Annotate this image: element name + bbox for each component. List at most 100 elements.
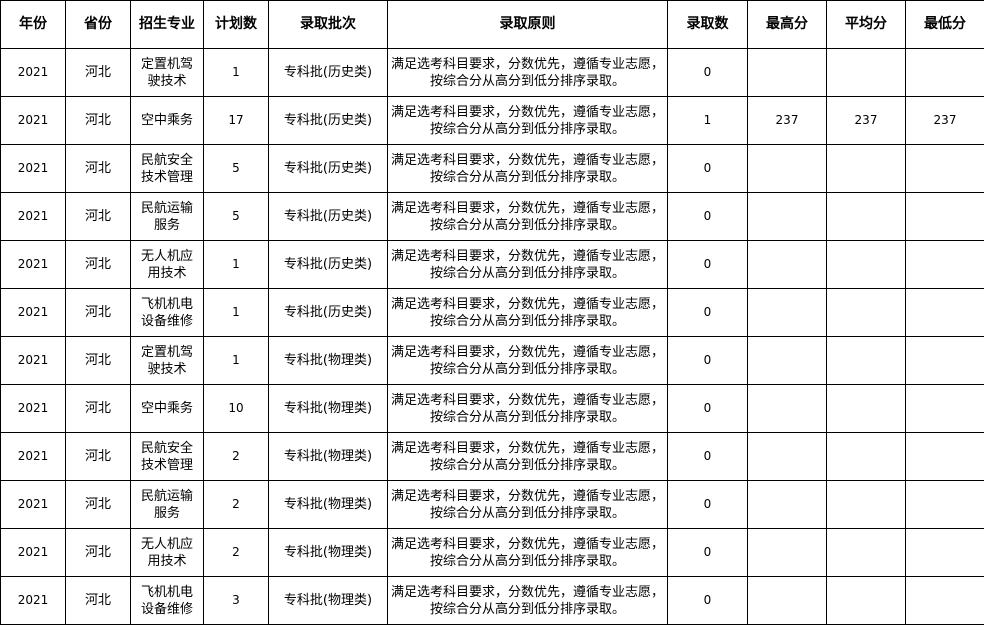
cell-batch: 专科批(历史类) — [268, 240, 388, 289]
cell-year: 2021 — [0, 192, 66, 241]
cell-plan: 5 — [203, 144, 269, 193]
table-body: 2021 河北 定置机驾驶技术 1 专科批(历史类) 满足选考科目要求，分数优先，遵循专业… — [0, 48, 984, 625]
cell-avg — [826, 432, 906, 481]
cell-rule: 满足选考科目要求，分数优先，遵循专业志愿，按综合分从高分到低分排序录取。 — [387, 192, 668, 241]
cell-major: 飞机机电设备维修 — [130, 576, 204, 625]
cell-admitted: 0 — [667, 480, 748, 529]
cell-province: 河北 — [65, 192, 131, 241]
cell-min — [905, 528, 984, 577]
cell-major: 民航运输服务 — [130, 480, 204, 529]
cell-plan: 1 — [203, 336, 269, 385]
header-avg: 平均分 — [826, 0, 906, 49]
cell-plan: 10 — [203, 384, 269, 433]
cell-rule: 满足选考科目要求，分数优先，遵循专业志愿，按综合分从高分到低分排序录取。 — [387, 144, 668, 193]
cell-plan: 3 — [203, 576, 269, 625]
cell-avg — [826, 528, 906, 577]
cell-batch: 专科批(物理类) — [268, 336, 388, 385]
table-row: 2021 河北 空中乘务 10 专科批(物理类) 满足选考科目要求，分数优先，遵循专业志愿… — [0, 384, 984, 433]
cell-batch: 专科批(物理类) — [268, 432, 388, 481]
cell-min — [905, 384, 984, 433]
header-admitted: 录取数 — [667, 0, 748, 49]
cell-plan: 1 — [203, 288, 269, 337]
cell-max — [747, 432, 827, 481]
cell-min — [905, 48, 984, 97]
cell-rule: 满足选考科目要求，分数优先，遵循专业志愿，按综合分从高分到低分排序录取。 — [387, 336, 668, 385]
cell-province: 河北 — [65, 144, 131, 193]
cell-year: 2021 — [0, 48, 66, 97]
cell-rule: 满足选考科目要求，分数优先，遵循专业志愿，按综合分从高分到低分排序录取。 — [387, 432, 668, 481]
cell-admitted: 0 — [667, 192, 748, 241]
cell-province: 河北 — [65, 336, 131, 385]
cell-province: 河北 — [65, 480, 131, 529]
table-row: 2021 河北 空中乘务 17 专科批(历史类) 满足选考科目要求，分数优先，遵循专业志愿… — [0, 96, 984, 145]
cell-min — [905, 288, 984, 337]
cell-year: 2021 — [0, 240, 66, 289]
table-row: 2021 河北 无人机应用技术 2 专科批(物理类) 满足选考科目要求，分数优先，遵循专业… — [0, 528, 984, 577]
cell-major: 空中乘务 — [130, 384, 204, 433]
cell-avg — [826, 240, 906, 289]
cell-province: 河北 — [65, 576, 131, 625]
cell-admitted: 0 — [667, 384, 748, 433]
cell-max — [747, 576, 827, 625]
cell-province: 河北 — [65, 528, 131, 577]
cell-batch: 专科批(物理类) — [268, 576, 388, 625]
cell-avg — [826, 336, 906, 385]
cell-plan: 17 — [203, 96, 269, 145]
header-max: 最高分 — [747, 0, 827, 49]
cell-batch: 专科批(物理类) — [268, 384, 388, 433]
cell-avg — [826, 384, 906, 433]
header-major: 招生专业 — [130, 0, 204, 49]
table-row: 2021 河北 民航安全技术管理 2 专科批(物理类) 满足选考科目要求，分数优先，遵循专… — [0, 432, 984, 481]
cell-batch: 专科批(历史类) — [268, 144, 388, 193]
cell-batch: 专科批(历史类) — [268, 96, 388, 145]
table-row: 2021 河北 无人机应用技术 1 专科批(历史类) 满足选考科目要求，分数优先，遵循专业… — [0, 240, 984, 289]
cell-province: 河北 — [65, 432, 131, 481]
cell-avg — [826, 192, 906, 241]
cell-major: 无人机应用技术 — [130, 528, 204, 577]
cell-plan: 2 — [203, 432, 269, 481]
cell-admitted: 0 — [667, 576, 748, 625]
cell-rule: 满足选考科目要求，分数优先，遵循专业志愿，按综合分从高分到低分排序录取。 — [387, 384, 668, 433]
cell-major: 民航安全技术管理 — [130, 432, 204, 481]
cell-year: 2021 — [0, 144, 66, 193]
cell-major: 定置机驾驶技术 — [130, 48, 204, 97]
cell-max — [747, 480, 827, 529]
cell-rule: 满足选考科目要求，分数优先，遵循专业志愿，按综合分从高分到低分排序录取。 — [387, 48, 668, 97]
cell-year: 2021 — [0, 528, 66, 577]
cell-province: 河北 — [65, 240, 131, 289]
cell-admitted: 0 — [667, 432, 748, 481]
cell-province: 河北 — [65, 384, 131, 433]
cell-major: 飞机机电设备维修 — [130, 288, 204, 337]
cell-plan: 1 — [203, 240, 269, 289]
cell-avg — [826, 576, 906, 625]
cell-year: 2021 — [0, 384, 66, 433]
cell-min — [905, 480, 984, 529]
cell-plan: 1 — [203, 48, 269, 97]
cell-admitted: 0 — [667, 288, 748, 337]
cell-batch: 专科批(历史类) — [268, 192, 388, 241]
header-min: 最低分 — [905, 0, 984, 49]
cell-year: 2021 — [0, 336, 66, 385]
cell-min — [905, 240, 984, 289]
header-plan: 计划数 — [203, 0, 269, 49]
cell-admitted: 0 — [667, 144, 748, 193]
cell-max — [747, 192, 827, 241]
cell-avg — [826, 288, 906, 337]
cell-min — [905, 336, 984, 385]
table-row: 2021 河北 定置机驾驶技术 1 专科批(历史类) 满足选考科目要求，分数优先，遵循专业… — [0, 48, 984, 97]
table-row: 2021 河北 民航运输服务 5 专科批(历史类) 满足选考科目要求，分数优先，遵循专业志… — [0, 192, 984, 241]
cell-admitted: 0 — [667, 528, 748, 577]
cell-admitted: 0 — [667, 336, 748, 385]
cell-max: 237 — [747, 96, 827, 145]
cell-batch: 专科批(历史类) — [268, 288, 388, 337]
cell-batch: 专科批(物理类) — [268, 528, 388, 577]
cell-year: 2021 — [0, 432, 66, 481]
cell-major: 定置机驾驶技术 — [130, 336, 204, 385]
cell-admitted: 0 — [667, 48, 748, 97]
cell-major: 空中乘务 — [130, 96, 204, 145]
cell-major: 民航安全技术管理 — [130, 144, 204, 193]
cell-min — [905, 192, 984, 241]
cell-max — [747, 528, 827, 577]
cell-max — [747, 384, 827, 433]
